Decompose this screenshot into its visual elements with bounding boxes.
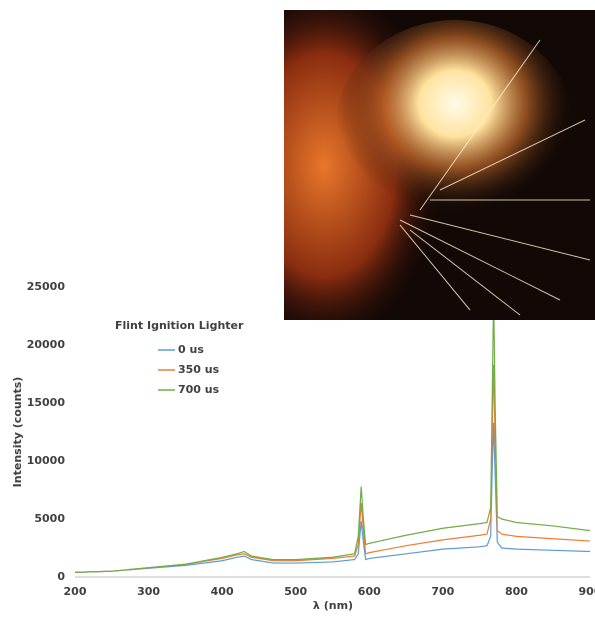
x-tick-label: 200 [64,585,87,598]
y-tick-label: 15000 [27,396,66,409]
y-tick-label: 20000 [27,338,66,351]
x-tick-label: 800 [505,585,528,598]
x-tick-label: 900 [579,585,595,598]
y-axis-label: Intensity (counts) [11,377,24,488]
x-tick-label: 700 [431,585,454,598]
y-tick-label: 25000 [27,280,66,293]
legend-title: Flint Ignition Lighter [115,319,244,332]
y-tick-label: 10000 [27,454,66,467]
plot-area: 0 5000 10000 15000 20000 25000 200 300 400 500 600… [27,280,595,598]
photo [284,10,595,320]
line-series [74,292,591,573]
x-tick-label: 500 [284,585,307,598]
y-tick-label: 0 [57,570,65,583]
y-tick-label: 5000 [34,512,65,525]
line-series [74,364,591,573]
line-series [74,422,591,573]
x-tick-label: 300 [137,585,160,598]
x-tick-label: 600 [358,585,381,598]
legend-label: 0 us [178,343,204,356]
legend-label: 700 us [178,383,220,396]
x-tick-label: 400 [211,585,234,598]
legend-label: 350 us [178,363,220,376]
x-axis-label: λ (nm) [313,599,353,612]
